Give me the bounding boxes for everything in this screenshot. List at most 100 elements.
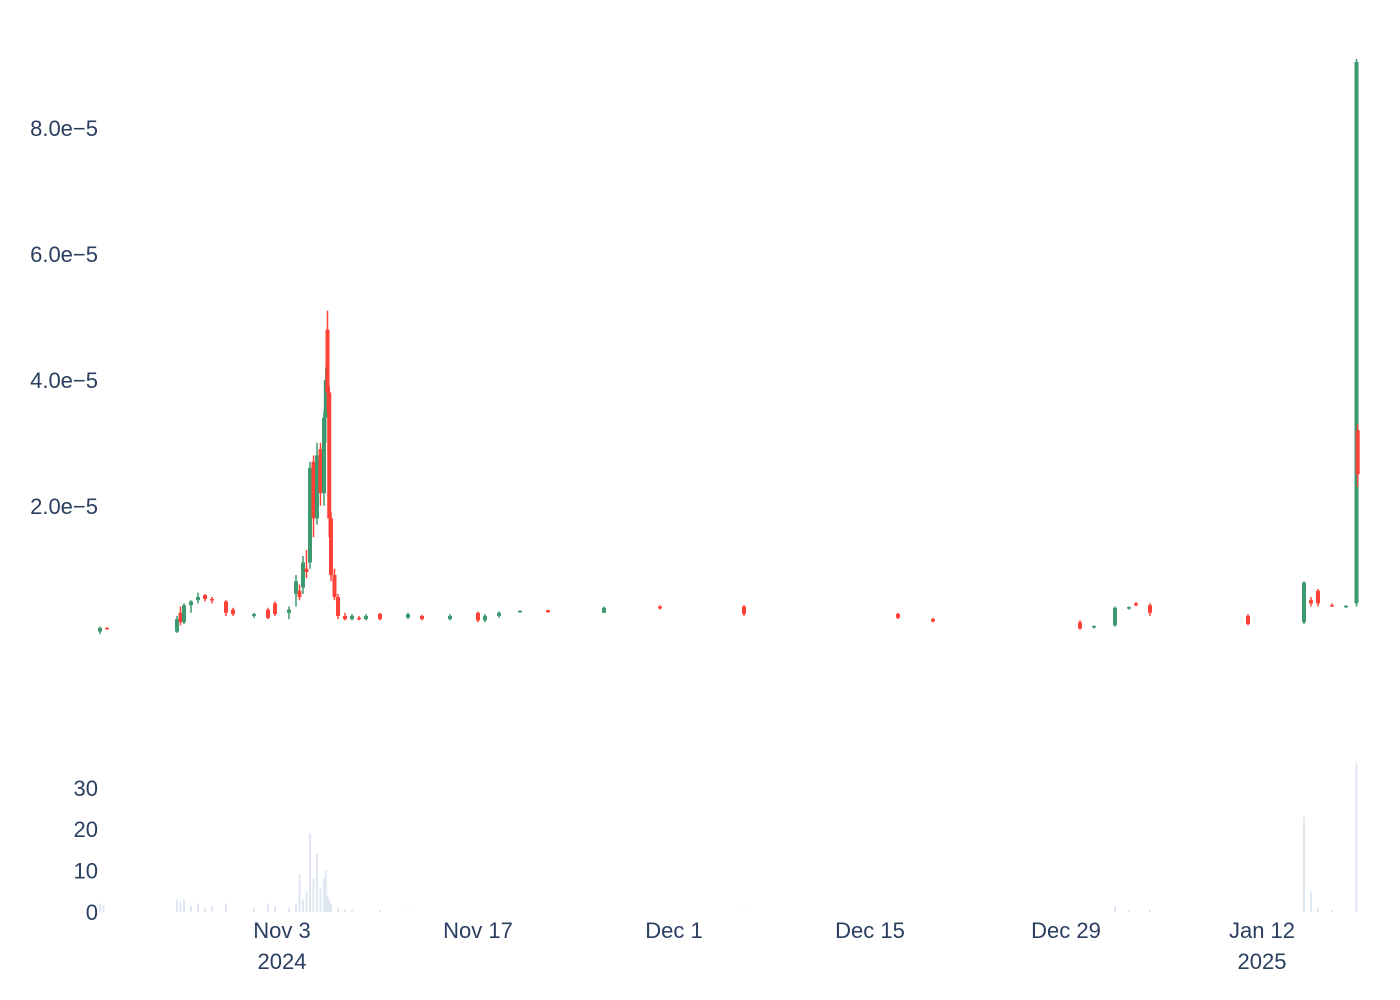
- candle-body: [311, 461, 316, 519]
- volume-panel: 0 10 20 30: [74, 763, 1358, 925]
- volume-y-tick-label: 20: [74, 817, 98, 842]
- candle: [1134, 602, 1138, 607]
- candle: [175, 615, 179, 633]
- candle-body: [1092, 626, 1096, 628]
- volume-bar: [179, 901, 182, 912]
- candle: [1309, 597, 1313, 607]
- volume-bar: [328, 899, 331, 912]
- candle: [350, 614, 354, 621]
- volume-bar: [190, 905, 192, 912]
- volume-bar: [183, 899, 185, 912]
- candle: [301, 556, 305, 594]
- candle-body: [896, 614, 900, 618]
- candle: [224, 600, 228, 616]
- candle-body: [1127, 607, 1131, 609]
- candle-body: [308, 468, 312, 563]
- candle: [210, 597, 214, 604]
- candle-body: [357, 617, 361, 620]
- volume-bar: [253, 907, 255, 912]
- candle-body: [448, 615, 452, 620]
- candle: [287, 606, 291, 620]
- candle-body: [497, 612, 501, 616]
- candle: [602, 606, 606, 613]
- candle-body: [329, 518, 333, 576]
- candle-body: [182, 605, 186, 623]
- candle-body: [1302, 582, 1306, 623]
- x-tick-label: Nov 17: [443, 918, 513, 943]
- volume-bar: [176, 899, 178, 912]
- candle: [203, 593, 207, 602]
- volume-bar: [305, 891, 308, 912]
- candle-body: [364, 615, 368, 620]
- candle-body: [327, 392, 332, 519]
- candle-body: [1246, 615, 1250, 625]
- volume-bar: [204, 907, 206, 912]
- volume-bar: [1149, 909, 1151, 912]
- candle-body: [318, 449, 323, 494]
- candle-body: [1330, 605, 1334, 607]
- volume-bar: [288, 907, 290, 912]
- price-y-tick-label: 4.0e−5: [30, 368, 98, 393]
- candle-body: [1309, 600, 1313, 604]
- candle-body: [476, 612, 480, 621]
- volume-bar: [324, 870, 327, 912]
- candle-body: [301, 562, 305, 588]
- volume-bar: [1355, 763, 1358, 912]
- candle-body: [297, 590, 302, 598]
- candle: [304, 549, 309, 579]
- candle: [336, 593, 340, 620]
- candle-body: [406, 614, 410, 618]
- volume-bar: [302, 899, 304, 912]
- volume-bar: [298, 874, 301, 912]
- candle: [448, 614, 452, 621]
- candle: [357, 615, 361, 621]
- candle-body: [175, 619, 179, 632]
- candle: [1078, 620, 1082, 630]
- x-axis: Nov 3 2024 Nov 17 Dec 1 Dec 15 Dec 29 Jan 12 20…: [253, 918, 1295, 974]
- candle-body: [294, 581, 298, 594]
- candle: [329, 512, 333, 582]
- candle: [896, 612, 900, 620]
- candle-body: [178, 612, 183, 623]
- volume-bar: [1310, 891, 1312, 912]
- candle: [483, 614, 487, 623]
- candle: [178, 606, 183, 626]
- candle-body: [287, 609, 291, 613]
- x-tick-label: Dec 29: [1031, 918, 1101, 943]
- candle: [1330, 603, 1334, 607]
- volume-bar: [1128, 909, 1130, 912]
- candle-body: [325, 329, 330, 393]
- volume-bar: [1317, 907, 1319, 912]
- candle-body: [210, 598, 214, 601]
- volume-bar: [351, 909, 353, 912]
- candle-body: [343, 615, 347, 620]
- candle-body: [203, 595, 207, 599]
- candle: [311, 455, 316, 538]
- candle: [1316, 588, 1320, 607]
- candle: [497, 611, 501, 618]
- candle: [105, 627, 109, 630]
- x-tick-year-label: 2024: [258, 949, 307, 974]
- candle-body: [518, 610, 522, 613]
- candle-body: [105, 627, 109, 630]
- volume-bar: [267, 903, 269, 912]
- candle: [378, 612, 382, 621]
- candle: [318, 442, 323, 506]
- candle: [1355, 423, 1360, 487]
- candle: [266, 607, 270, 620]
- volume-bar: [312, 878, 315, 912]
- candle: [273, 601, 277, 616]
- price-panel: 2.0e−5 4.0e−5 6.0e−5 8.0e−5: [30, 58, 1360, 635]
- candle-body: [546, 610, 550, 613]
- candle-body: [658, 606, 662, 609]
- candle: [364, 614, 368, 621]
- candle: [297, 584, 302, 601]
- volume-y-tick-label: 10: [74, 859, 98, 884]
- candle: [546, 609, 550, 613]
- candle: [196, 592, 200, 604]
- candle: [315, 442, 319, 525]
- x-tick-label: Jan 12: [1229, 918, 1295, 943]
- candle-body: [1354, 62, 1359, 604]
- candle-body: [304, 568, 309, 572]
- candle: [1246, 614, 1250, 626]
